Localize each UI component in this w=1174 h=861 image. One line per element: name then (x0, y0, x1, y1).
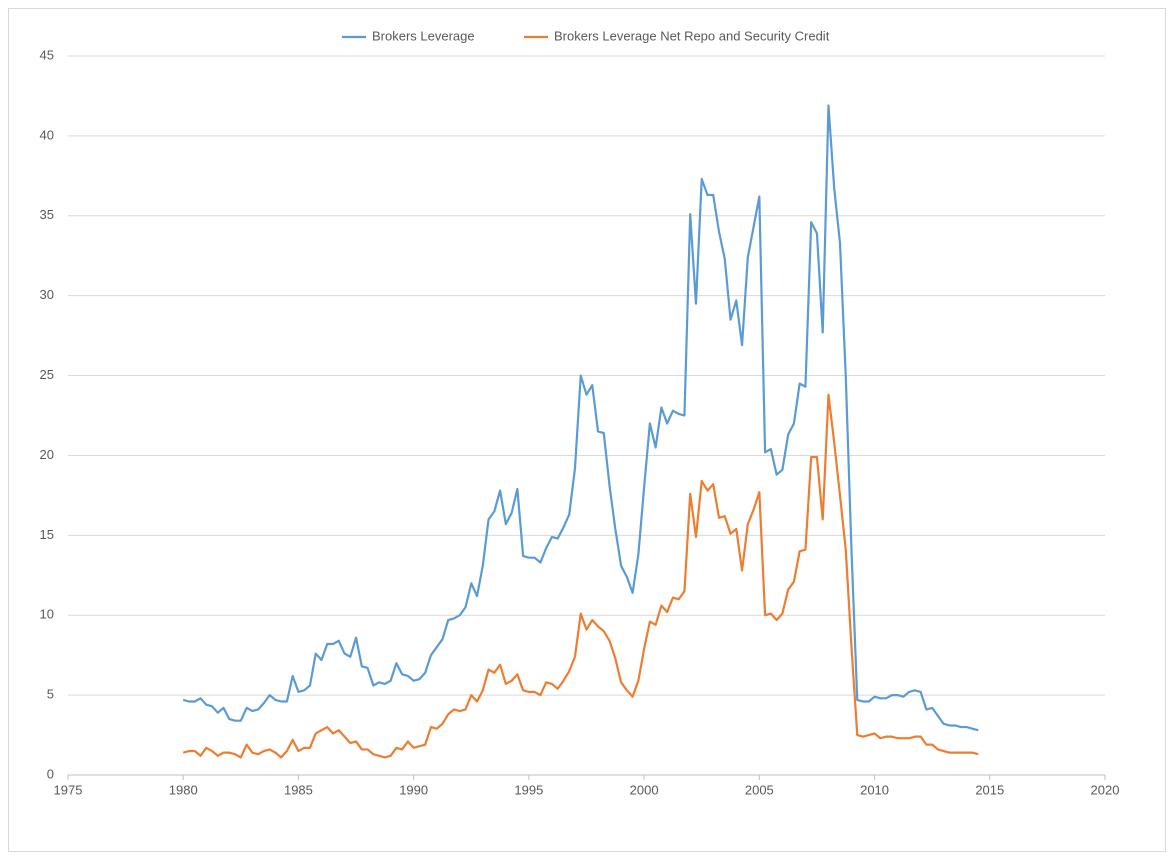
chart-border (8, 8, 1166, 852)
y-tick-label: 25 (40, 367, 54, 382)
y-tick-label: 0 (47, 766, 54, 781)
x-tick-label: 2015 (975, 782, 1004, 797)
y-tick-label: 20 (40, 447, 54, 462)
y-tick-label: 45 (40, 47, 54, 62)
legend-label: Brokers Leverage (372, 28, 475, 43)
y-tick-label: 5 (47, 687, 54, 702)
series-line (182, 104, 979, 732)
y-tick-label: 10 (40, 607, 54, 622)
y-tick-label: 30 (40, 287, 54, 302)
legend-label: Brokers Leverage Net Repo and Security C… (554, 28, 830, 43)
x-tick-label: 1995 (514, 782, 543, 797)
x-tick-label: 2020 (1091, 782, 1120, 797)
x-tick-label: 2005 (745, 782, 774, 797)
y-tick-label: 15 (40, 527, 54, 542)
x-tick-label: 1980 (169, 782, 198, 797)
x-tick-label: 1990 (399, 782, 428, 797)
x-tick-label: 1975 (54, 782, 83, 797)
x-tick-label: 2000 (630, 782, 659, 797)
x-tick-label: 1985 (284, 782, 313, 797)
y-tick-label: 35 (40, 207, 54, 222)
series-line (182, 393, 979, 759)
y-tick-label: 40 (40, 127, 54, 142)
x-tick-label: 2010 (860, 782, 889, 797)
